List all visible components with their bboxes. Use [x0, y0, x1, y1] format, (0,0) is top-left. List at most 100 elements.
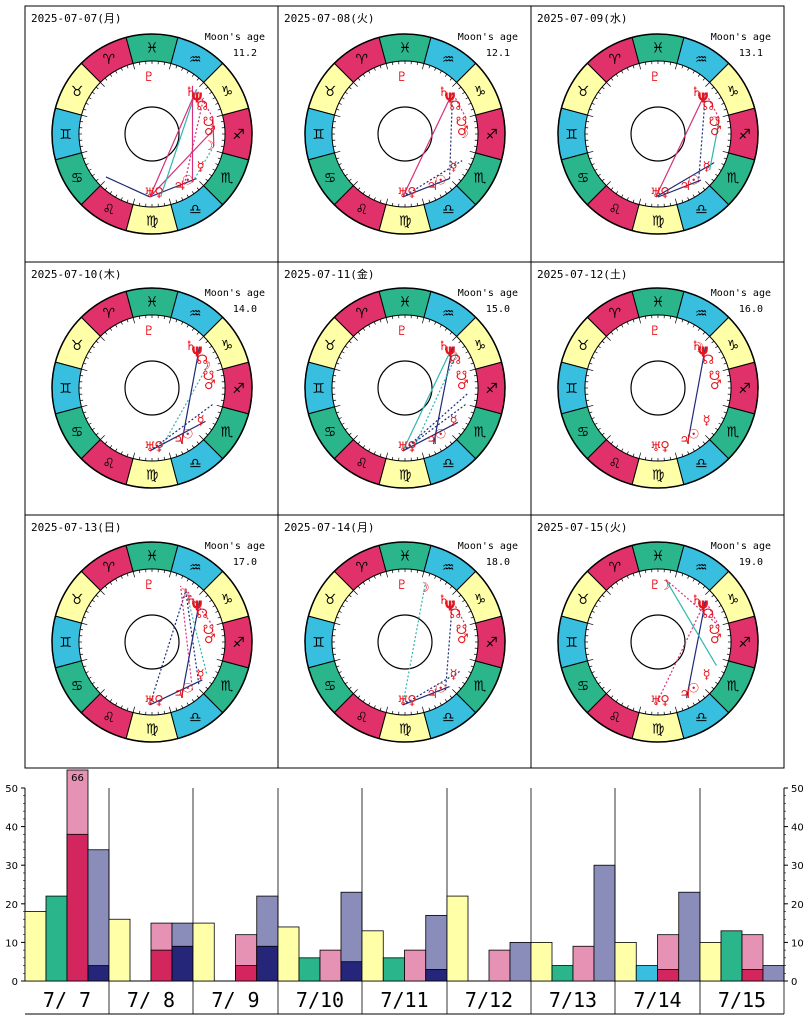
zodiac-glyph: ♋ — [577, 170, 590, 186]
zodiac-glyph: ♉ — [577, 338, 590, 354]
zodiac-glyph: ♓ — [652, 549, 665, 565]
degree-tick — [586, 399, 590, 402]
aspect-line — [191, 145, 215, 183]
degree-tick — [334, 622, 341, 625]
degree-tick — [587, 622, 594, 625]
zodiac-glyph: ♊ — [312, 381, 325, 397]
degree-tick — [681, 453, 684, 457]
degree-tick — [586, 120, 590, 123]
degree-tick — [458, 594, 462, 598]
degree-tick — [338, 356, 342, 359]
degree-tick — [81, 405, 88, 408]
degree-tick — [591, 671, 595, 674]
degree-tick — [379, 199, 382, 203]
moon-age-value: 11.2 — [233, 48, 257, 59]
moon-age-value: 14.0 — [233, 304, 257, 315]
zodiac-glyph: ♍ — [399, 468, 412, 484]
moon-glyph: ☽ — [199, 358, 211, 373]
bar — [446, 895, 469, 982]
degree-tick — [138, 202, 141, 206]
chart-date: 2025-07-09(水) — [537, 12, 627, 25]
aspect-line — [159, 362, 211, 451]
degree-tick — [362, 191, 366, 194]
degree-tick — [220, 374, 224, 377]
degree-tick — [675, 571, 678, 578]
degree-tick — [469, 622, 476, 625]
zodiac-glyph: ♐ — [232, 381, 245, 397]
horoscope-wheels: 2025-07-07(月) Moon's age 11.2 ♈ ♉ ♊ ♋ ♌ ♍ ♎ ♏ ♐ ♑ ♒ ♓ ☊… — [31, 12, 771, 743]
degree-tick — [92, 173, 95, 177]
aspect-line — [402, 403, 467, 452]
moon-glyph: ☽ — [709, 115, 721, 130]
degree-tick — [687, 451, 690, 455]
zodiac-glyph: ♑ — [474, 592, 487, 608]
bar — [509, 942, 532, 982]
degree-tick — [675, 63, 678, 70]
zodiac-glyph: ♊ — [565, 127, 578, 143]
zodiac-glyph: ♒ — [695, 560, 708, 576]
bar-segment — [256, 945, 279, 982]
center-circle — [124, 360, 180, 416]
planet-glyph: ☿ — [197, 160, 205, 175]
degree-tick — [449, 77, 453, 81]
degree-tick — [120, 197, 123, 201]
degree-tick — [610, 187, 614, 191]
degree-tick — [385, 571, 388, 578]
degree-tick — [385, 452, 388, 459]
degree-tick — [209, 345, 212, 349]
planet-glyph: ♅ — [144, 440, 156, 455]
aspect-lines — [149, 346, 214, 452]
planet-glyph: ☋ — [709, 115, 721, 130]
planet-glyph: ♀ — [407, 440, 417, 455]
y-tick-label: 10 — [791, 938, 804, 949]
planet-glyph: ☋ — [203, 369, 215, 384]
zodiac-glyph: ♉ — [324, 592, 337, 608]
zodiac-glyph: ♋ — [324, 170, 337, 186]
zodiac-glyph: ♐ — [738, 381, 751, 397]
degree-tick — [88, 351, 92, 354]
chart-date: 2025-07-08(火) — [284, 12, 374, 25]
aspect-line — [149, 177, 197, 198]
degree-tick — [601, 594, 605, 598]
moon-age-value: 13.1 — [739, 48, 763, 59]
degree-tick — [120, 575, 123, 579]
degree-tick — [80, 374, 84, 377]
planet-glyph: ♃ — [679, 687, 691, 702]
degree-tick — [715, 427, 718, 431]
degree-tick — [606, 435, 611, 440]
degree-tick — [669, 456, 672, 460]
outer-circle — [557, 287, 759, 489]
y-tick-label: 20 — [791, 900, 804, 911]
horoscope-wheel: 2025-07-11(金) Moon's age 15.0 ♈ ♉ ♊ ♋ ♌ ♍ ♎ ♏ ♐ ♑ ♒ ♓ ☊… — [284, 267, 518, 489]
planet-glyph: ♅ — [397, 694, 409, 709]
degree-tick — [621, 194, 624, 198]
degree-tick — [632, 573, 635, 577]
moon-glyph: ☽ — [447, 350, 459, 365]
degree-tick — [181, 67, 184, 71]
degree-tick — [212, 605, 216, 608]
zodiac-glyph: ♓ — [146, 549, 159, 565]
chart-date: 2025-07-14(月) — [284, 521, 374, 534]
degree-tick — [470, 411, 474, 414]
degree-tick — [439, 194, 442, 198]
degree-tick — [681, 319, 684, 323]
degree-tick — [702, 187, 706, 191]
planet-glyph: ♃ — [679, 179, 691, 194]
zodiac-glyph: ♎ — [189, 202, 202, 218]
degree-tick — [95, 686, 99, 690]
aspect-line — [180, 585, 194, 691]
zodiac-ring: ♈ ♉ ♊ ♋ ♌ ♍ ♎ ♏ ♐ ♑ ♒ ♓ — [304, 33, 506, 235]
degree-tick — [473, 145, 477, 148]
planet-glyph: ♇ — [649, 70, 661, 85]
aspect-line — [402, 393, 469, 452]
degree-tick — [598, 427, 601, 431]
degree-tick — [81, 151, 88, 154]
degree-tick — [92, 345, 95, 349]
zodiac-glyph: ♋ — [71, 678, 84, 694]
bar — [192, 922, 215, 982]
aspect-bar-chart: 0 0 10 10 20 20 30 30 40 40 50 50 66 7/ 7 7/ 8 7/ 9 7/10… — [5, 769, 804, 1015]
degree-tick — [104, 585, 108, 589]
moon-glyph: ☽ — [418, 581, 430, 596]
degree-tick — [428, 199, 431, 203]
degree-tick — [626, 575, 629, 579]
